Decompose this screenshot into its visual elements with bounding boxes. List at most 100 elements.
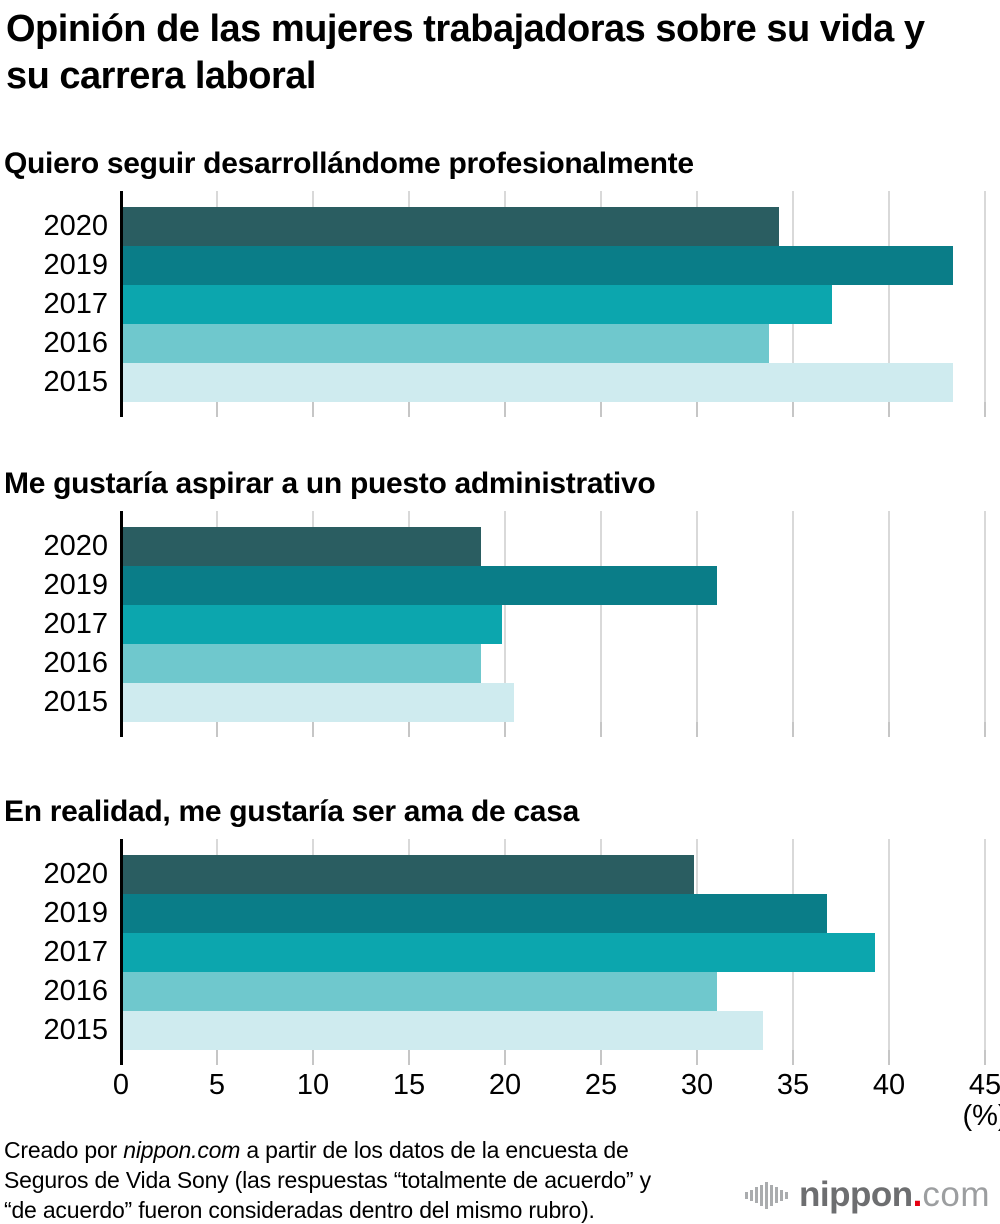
source-note: Creado por nippon.com a partir de los da…	[4, 1135, 1000, 1224]
year-label-2015: 2015	[43, 1014, 108, 1046]
source-note-line3: “de acuerdo” fueron consideradas dentro …	[4, 1197, 595, 1223]
bar-chart-career-growth: 2020 2019 2017 2016 2015	[0, 191, 1000, 417]
bar-2015	[122, 683, 514, 722]
nippon-logo-tld: com	[922, 1175, 990, 1214]
gridline	[696, 511, 698, 722]
axis-tickmark	[984, 1050, 986, 1065]
bar-2017	[122, 605, 503, 644]
axis-tickmark	[696, 722, 698, 737]
bar-2015	[122, 1011, 764, 1050]
bar-chart-housewife: 2020 2019 2017 2016 2015	[0, 839, 1000, 1065]
year-label-2019: 2019	[43, 897, 108, 929]
y-axis-line	[120, 191, 123, 417]
gridline	[504, 511, 506, 722]
bar-2017	[122, 285, 833, 324]
source-note-line2: Seguros de Vida Sony (las respuestas “to…	[4, 1167, 651, 1193]
x-tick-label-45: 45	[968, 1069, 1000, 1101]
axis-tickmark	[600, 402, 602, 417]
source-note-line1: Creado por nippon.com a partir de los da…	[4, 1135, 1000, 1165]
nippon-logo: nippon. com	[745, 1175, 990, 1215]
axis-tickmark	[504, 722, 506, 737]
x-tick-label-0: 0	[112, 1069, 130, 1101]
x-tick-label-35: 35	[776, 1069, 810, 1101]
chart-section-management: Me gustaría aspirar a un puesto administ…	[0, 466, 1000, 737]
year-label-2019: 2019	[43, 569, 108, 601]
x-axis-unit-label: (%)	[962, 1100, 1000, 1132]
bar-2019	[122, 246, 954, 285]
axis-tickmark	[600, 1050, 602, 1065]
year-label-2017: 2017	[43, 936, 108, 968]
nippon-logo-dot: .	[912, 1175, 923, 1214]
x-axis-labels: (%) 0 5 10 15 20 25 30 35 40 45	[0, 1065, 1000, 1132]
x-tick-label-30: 30	[680, 1069, 714, 1101]
axis-tickmark	[216, 722, 218, 737]
axis-tickmark	[312, 722, 314, 737]
gridline	[888, 191, 890, 402]
year-label-2020: 2020	[43, 530, 108, 562]
bar-2020	[122, 207, 779, 246]
page-title-line2: su carrera laboral	[6, 55, 316, 97]
axis-tickmark	[312, 402, 314, 417]
axis-tickmark	[888, 1050, 890, 1065]
x-tick-label-15: 15	[392, 1069, 426, 1101]
x-tick-label-5: 5	[208, 1069, 226, 1101]
bar-2019	[122, 894, 827, 933]
axis-tickmark	[888, 402, 890, 417]
credit-prefix: Creado por	[4, 1137, 124, 1163]
bar-2016	[122, 644, 482, 683]
bar-2019	[122, 566, 718, 605]
axis-tickmark	[504, 1050, 506, 1065]
bar-2020	[122, 527, 482, 566]
axis-tickmark	[792, 722, 794, 737]
chart-section-housewife: En realidad, me gustaría ser ama de casa…	[0, 794, 1000, 1065]
credit-source: nippon.com	[123, 1137, 241, 1163]
year-label-2020: 2020	[43, 210, 108, 242]
bar-2020	[122, 855, 695, 894]
axis-tickmark	[312, 1050, 314, 1065]
gridline	[600, 511, 602, 722]
axis-tickmark	[696, 1050, 698, 1065]
chart-subtitle: En realidad, me gustaría ser ama de casa	[4, 795, 579, 828]
year-label-2020: 2020	[43, 858, 108, 890]
gridline	[984, 511, 986, 722]
year-label-2016: 2016	[43, 975, 108, 1007]
chart-section-career-growth: Quiero seguir desarrollándome profesiona…	[0, 146, 1000, 417]
year-label-2016: 2016	[43, 327, 108, 359]
gridline	[984, 191, 986, 402]
axis-tickmark	[984, 402, 986, 417]
axis-tickmark	[888, 722, 890, 737]
bar-2016	[122, 972, 718, 1011]
year-label-2016: 2016	[43, 647, 108, 679]
x-tick-label-25: 25	[584, 1069, 618, 1101]
axis-tickmark	[504, 402, 506, 417]
y-axis-line	[120, 839, 123, 1065]
axis-tickmark	[792, 402, 794, 417]
x-tick-label-10: 10	[296, 1069, 330, 1101]
bar-2016	[122, 324, 770, 363]
gridline	[984, 839, 986, 1050]
year-label-2019: 2019	[43, 249, 108, 281]
page-title: Opinión de las mujeres trabajadoras sobr…	[6, 6, 990, 100]
bar-2017	[122, 933, 875, 972]
axis-tickmark	[408, 722, 410, 737]
gridline	[792, 511, 794, 722]
year-label-2017: 2017	[43, 608, 108, 640]
gridline	[888, 511, 890, 722]
gridline	[888, 839, 890, 1050]
nippon-logo-name: nippon	[799, 1175, 913, 1214]
axis-tickmark	[600, 722, 602, 737]
x-tick-label-20: 20	[488, 1069, 522, 1101]
year-label-2017: 2017	[43, 288, 108, 320]
axis-tickmark	[408, 1050, 410, 1065]
axis-tickmark	[792, 1050, 794, 1065]
bar-2015	[122, 363, 954, 402]
chart-subtitle: Me gustaría aspirar a un puesto administ…	[4, 467, 656, 500]
y-axis-line	[120, 511, 123, 737]
axis-tickmark	[408, 402, 410, 417]
axis-tickmark	[696, 402, 698, 417]
x-tick-label-40: 40	[872, 1069, 906, 1101]
nippon-logo-icon	[745, 1181, 790, 1209]
credit-rest: a partir de los datos de la encuesta de	[240, 1137, 629, 1163]
axis-tickmark	[984, 722, 986, 737]
